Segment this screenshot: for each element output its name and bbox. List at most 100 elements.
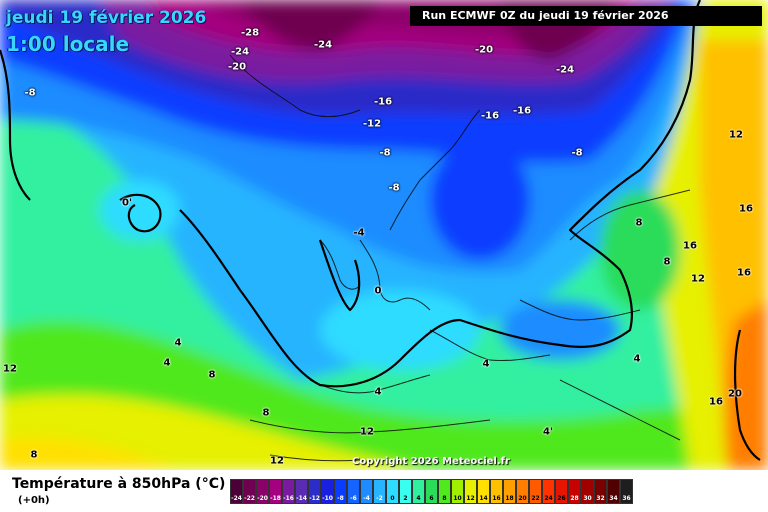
legend-title: Température à 850hPa (°C) [12, 476, 226, 492]
isotherm-label: -16 [373, 96, 393, 108]
copyright: Copyright 2026 Meteociel.fr [352, 456, 510, 467]
scale-label: 4 [416, 495, 421, 502]
isotherm-label: 4 [482, 358, 490, 370]
scale-swatch: 8 [438, 479, 451, 504]
isotherm-label: -4 [353, 227, 365, 239]
scale-swatch: -22 [243, 479, 256, 504]
scale-label: 0 [390, 495, 395, 502]
isotherm-label: 4' [542, 426, 554, 438]
scale-swatch: -18 [269, 479, 282, 504]
isotherm-label: -8 [24, 87, 36, 99]
temperature-field [0, 0, 768, 470]
isotherm-label: 8 [635, 217, 643, 229]
scale-label: -16 [283, 495, 294, 502]
isotherm-label: 20 [728, 388, 742, 400]
scale-swatch: -4 [360, 479, 373, 504]
isotherm-label: 16 [737, 267, 751, 279]
scale-swatch: 10 [451, 479, 464, 504]
scale-swatch: 22 [529, 479, 542, 504]
scale-swatch: -24 [230, 479, 243, 504]
scale-swatch: -12 [308, 479, 321, 504]
color-scale: -24 -22 -20 -18 -16 -14 -12 -10 -8 -6 -4 -2 0 2 4 6 8 10 1… [230, 479, 698, 504]
scale-swatch: 4 [412, 479, 425, 504]
isotherm-label: -20 [227, 61, 247, 73]
scale-label: 24 [544, 495, 553, 502]
isotherm-label: 4 [374, 386, 382, 398]
isotherm-label: 8 [262, 407, 270, 419]
isotherm-label: -16 [512, 105, 532, 117]
isotherm-zero [0, 0, 761, 461]
isotherm-label: 12 [360, 426, 374, 438]
isotherm-label: 8 [208, 369, 216, 381]
run-info: Run ECMWF 0Z du jeudi 19 février 2026 [410, 6, 762, 26]
scale-swatch: 32 [594, 479, 607, 504]
legend-bar: Température à 850hPa (°C) (+0h) -24 -22 -2… [0, 470, 768, 512]
isotherm-label: 0' [121, 197, 133, 209]
scale-label: -8 [337, 495, 344, 502]
scale-swatch: 14 [477, 479, 490, 504]
scale-swatch: -10 [321, 479, 334, 504]
scale-label: -12 [309, 495, 320, 502]
isotherm-label: 16 [739, 203, 753, 215]
temperature-map [0, 0, 768, 470]
isotherm-label: 4 [163, 357, 171, 369]
scale-label: -10 [322, 495, 333, 502]
isotherm-label: 16 [683, 240, 697, 252]
scale-label: 12 [466, 495, 475, 502]
scale-label: 10 [453, 495, 462, 502]
scale-label: 28 [570, 495, 579, 502]
scale-swatch: 24 [542, 479, 555, 504]
isotherm-label: 12 [729, 129, 743, 141]
isotherm-label: 8 [663, 256, 671, 268]
scale-swatch: -6 [347, 479, 360, 504]
scale-label: -14 [296, 495, 307, 502]
scale-label: 34 [609, 495, 618, 502]
scale-swatch: 30 [581, 479, 594, 504]
scale-label: 14 [479, 495, 488, 502]
scale-swatch: 16 [490, 479, 503, 504]
isotherm-label: -24 [555, 64, 575, 76]
scale-swatch: 18 [503, 479, 516, 504]
isotherm-label: 12 [691, 273, 705, 285]
isotherm-label: 8 [30, 449, 38, 461]
isotherm-label: -16 [480, 110, 500, 122]
isotherm-label: 4 [633, 353, 641, 365]
isotherm-label: -24 [230, 46, 250, 58]
isotherm-label: -8 [571, 147, 583, 159]
isotherm-label: -12 [362, 118, 382, 130]
legend-subtitle: (+0h) [18, 495, 50, 506]
isotherm-label: -24 [313, 39, 333, 51]
scale-label: 32 [596, 495, 605, 502]
isotherm-label: 16 [709, 396, 723, 408]
coastlines [229, 54, 691, 462]
isotherm-label: -8 [388, 182, 400, 194]
scale-label: -22 [244, 495, 255, 502]
isotherm-label: -28 [240, 27, 260, 39]
scale-label: 20 [518, 495, 527, 502]
scale-swatch: -16 [282, 479, 295, 504]
isotherm-label: 12 [270, 455, 284, 467]
scale-label: 6 [429, 495, 434, 502]
scale-label: 36 [622, 495, 631, 502]
scale-label: 18 [505, 495, 514, 502]
scale-label: 30 [583, 495, 592, 502]
scale-swatch: 36 [620, 479, 633, 504]
scale-swatch: 34 [607, 479, 620, 504]
scale-swatch: -20 [256, 479, 269, 504]
scale-label: 26 [557, 495, 566, 502]
scale-label: 8 [442, 495, 447, 502]
scale-swatch: 20 [516, 479, 529, 504]
isotherm-label: -20 [474, 44, 494, 56]
map-date: jeudi 19 février 2026 [6, 8, 207, 28]
scale-swatch: 28 [568, 479, 581, 504]
scale-label: -24 [231, 495, 242, 502]
scale-swatch: 0 [386, 479, 399, 504]
scale-swatch: 6 [425, 479, 438, 504]
map-time: 1:00 locale [6, 32, 130, 56]
scale-swatch: -8 [334, 479, 347, 504]
isotherm-label: 4 [174, 337, 182, 349]
isotherm-label: -8 [379, 147, 391, 159]
scale-label: -20 [257, 495, 268, 502]
scale-label: 22 [531, 495, 540, 502]
